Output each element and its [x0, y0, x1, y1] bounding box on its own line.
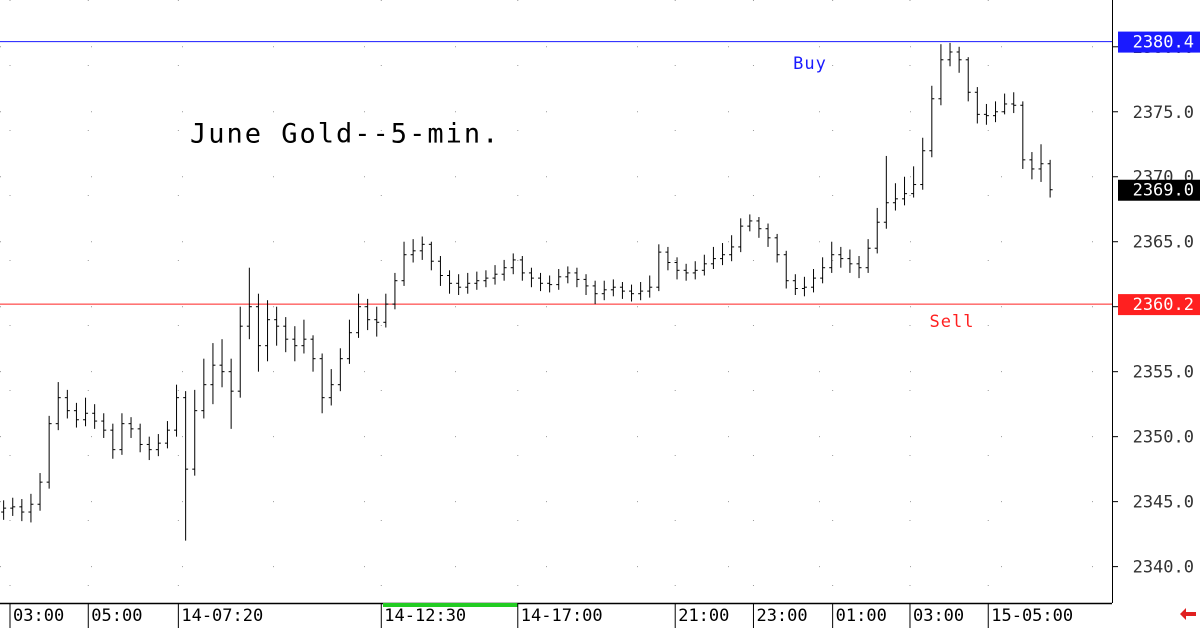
y-tick-label: 2365.0 [1133, 233, 1194, 253]
last-price-label: 2369.0 [1133, 181, 1194, 201]
chart-title: June Gold--5-min. [190, 119, 500, 150]
x-tick-label: 03:00 [13, 606, 64, 626]
x-tick-label: 14-17:00 [521, 606, 603, 626]
y-tick-label: 2345.0 [1133, 493, 1194, 513]
x-tick-label: 21:00 [678, 606, 729, 626]
level-tag-label: 2360.2 [1133, 295, 1194, 315]
level-label: Sell [930, 312, 975, 332]
level-tag-label: 2380.4 [1133, 33, 1194, 53]
session-marker [383, 603, 518, 607]
last-price-tag [1118, 179, 1200, 201]
x-tick-label: 14-07:20 [181, 606, 263, 626]
x-tick-label: 01:00 [836, 606, 887, 626]
y-tick-label: 2340.0 [1133, 558, 1194, 578]
x-tick-label: 03:00 [913, 606, 964, 626]
y-tick-label: 2375.0 [1133, 103, 1194, 123]
y-tick-label: 2355.0 [1133, 363, 1194, 383]
level-tag [1118, 294, 1200, 316]
scroll-arrow[interactable] [1180, 608, 1196, 620]
x-tick-label: 05:00 [91, 606, 142, 626]
x-tick-label: 14-12:30 [384, 606, 466, 626]
y-tick-label: 2350.0 [1133, 428, 1194, 448]
level-label: Buy [793, 54, 827, 74]
x-tick-label: 15-05:00 [991, 606, 1073, 626]
level-tag [1118, 31, 1200, 53]
x-tick-label: 23:00 [756, 606, 807, 626]
